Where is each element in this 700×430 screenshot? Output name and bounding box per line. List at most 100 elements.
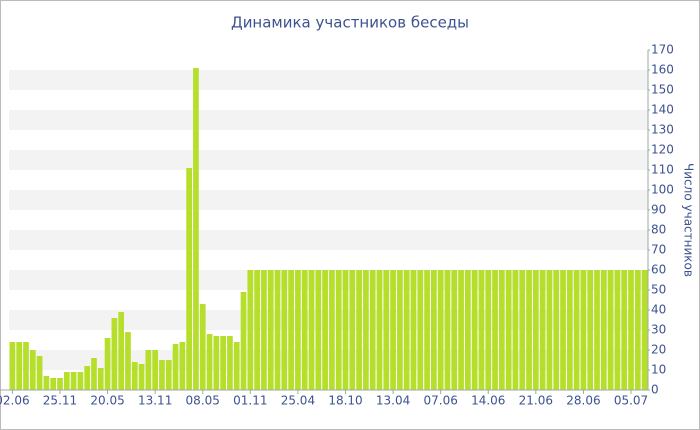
y-tick-label: 50 xyxy=(651,283,666,297)
bar xyxy=(50,378,57,390)
bar xyxy=(546,270,553,390)
bar xyxy=(91,358,97,390)
bar xyxy=(138,364,145,390)
bar xyxy=(634,270,641,390)
x-tick-label: 18.10 xyxy=(328,394,362,408)
bar xyxy=(628,270,634,390)
y-tick-label: 70 xyxy=(651,243,666,257)
bar xyxy=(9,342,16,390)
bar xyxy=(84,366,91,390)
bar xyxy=(614,270,621,390)
bar xyxy=(315,270,322,390)
bar xyxy=(254,270,260,390)
y-tick-label: 90 xyxy=(651,203,666,217)
bar xyxy=(301,270,308,390)
bar xyxy=(437,270,444,390)
grid-band xyxy=(9,190,648,210)
y-tick-label: 110 xyxy=(651,163,674,177)
bar xyxy=(594,270,600,390)
bar xyxy=(322,270,328,390)
bar xyxy=(431,270,437,390)
bar xyxy=(281,270,288,390)
bar xyxy=(356,270,362,390)
bar xyxy=(111,318,118,390)
bar xyxy=(172,344,179,390)
bar xyxy=(397,270,403,390)
bar xyxy=(104,338,111,390)
bar xyxy=(23,342,29,390)
y-axis-label: Число участников xyxy=(682,163,696,277)
bar xyxy=(526,270,532,390)
bar xyxy=(261,270,267,390)
bar xyxy=(539,270,546,390)
y-tick-label: 80 xyxy=(651,223,666,237)
y-tick-label: 10 xyxy=(651,363,666,377)
y-tick-label: 170 xyxy=(651,43,674,57)
bar xyxy=(403,270,410,390)
bar xyxy=(220,336,226,390)
bar xyxy=(165,360,172,390)
bar xyxy=(498,270,505,390)
bar xyxy=(342,270,349,390)
x-tick-label: 21.06 xyxy=(519,394,553,408)
bar xyxy=(233,342,240,390)
y-tick-label: 150 xyxy=(651,83,674,97)
bar xyxy=(57,378,63,390)
bar xyxy=(600,270,607,390)
x-tick-label: 14.06 xyxy=(471,394,505,408)
bar xyxy=(492,270,498,390)
bar xyxy=(485,270,492,390)
bar xyxy=(363,270,369,390)
y-tick-label: 120 xyxy=(651,143,674,157)
bar xyxy=(553,270,560,390)
bar xyxy=(29,350,36,390)
bar xyxy=(206,334,213,390)
bar xyxy=(43,376,50,390)
x-tick-label: 08.05 xyxy=(186,394,220,408)
bar xyxy=(36,356,43,390)
x-tick-label: 20.05 xyxy=(90,394,124,408)
bar xyxy=(97,368,104,390)
y-tick-label: 40 xyxy=(651,303,666,317)
bar xyxy=(125,332,131,390)
bar xyxy=(580,270,587,390)
bar xyxy=(193,68,199,390)
bar xyxy=(240,292,247,390)
bar xyxy=(335,270,342,390)
bar xyxy=(199,304,206,390)
bar xyxy=(186,168,192,390)
bar xyxy=(390,270,396,390)
grid-band xyxy=(9,150,648,170)
bar xyxy=(451,270,458,390)
bar xyxy=(478,270,485,390)
bar xyxy=(131,362,138,390)
bar xyxy=(424,270,430,390)
x-tick-label: 02.06 xyxy=(0,394,30,408)
y-tick-label: 60 xyxy=(651,263,666,277)
x-tick-label: 25.04 xyxy=(281,394,315,408)
bar xyxy=(621,270,628,390)
x-tick-label: 25.11 xyxy=(43,394,77,408)
bar xyxy=(247,270,254,390)
y-tick-label: 20 xyxy=(651,343,666,357)
bar xyxy=(417,270,424,390)
bar xyxy=(295,270,301,390)
grid-band xyxy=(9,230,648,250)
bar xyxy=(566,270,573,390)
x-tick-label: 05.07 xyxy=(614,394,648,408)
bar xyxy=(607,270,614,390)
bar xyxy=(369,270,376,390)
y-tick-label: 0 xyxy=(651,383,659,397)
bar xyxy=(512,270,519,390)
bar xyxy=(444,270,451,390)
y-tick-label: 100 xyxy=(651,183,674,197)
bar xyxy=(641,270,648,390)
x-tick-label: 01.11 xyxy=(233,394,267,408)
bar xyxy=(410,270,417,390)
bar xyxy=(308,270,315,390)
bar xyxy=(213,336,220,390)
bar xyxy=(16,342,23,390)
bar xyxy=(118,312,125,390)
bar xyxy=(532,270,539,390)
